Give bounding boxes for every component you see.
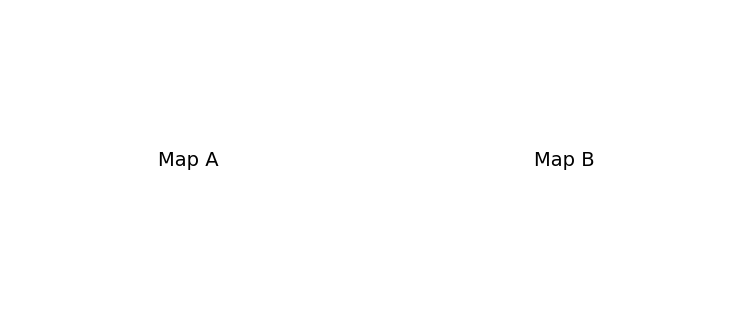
Text: Map A: Map A [158,150,218,170]
Text: Map B: Map B [534,150,594,170]
